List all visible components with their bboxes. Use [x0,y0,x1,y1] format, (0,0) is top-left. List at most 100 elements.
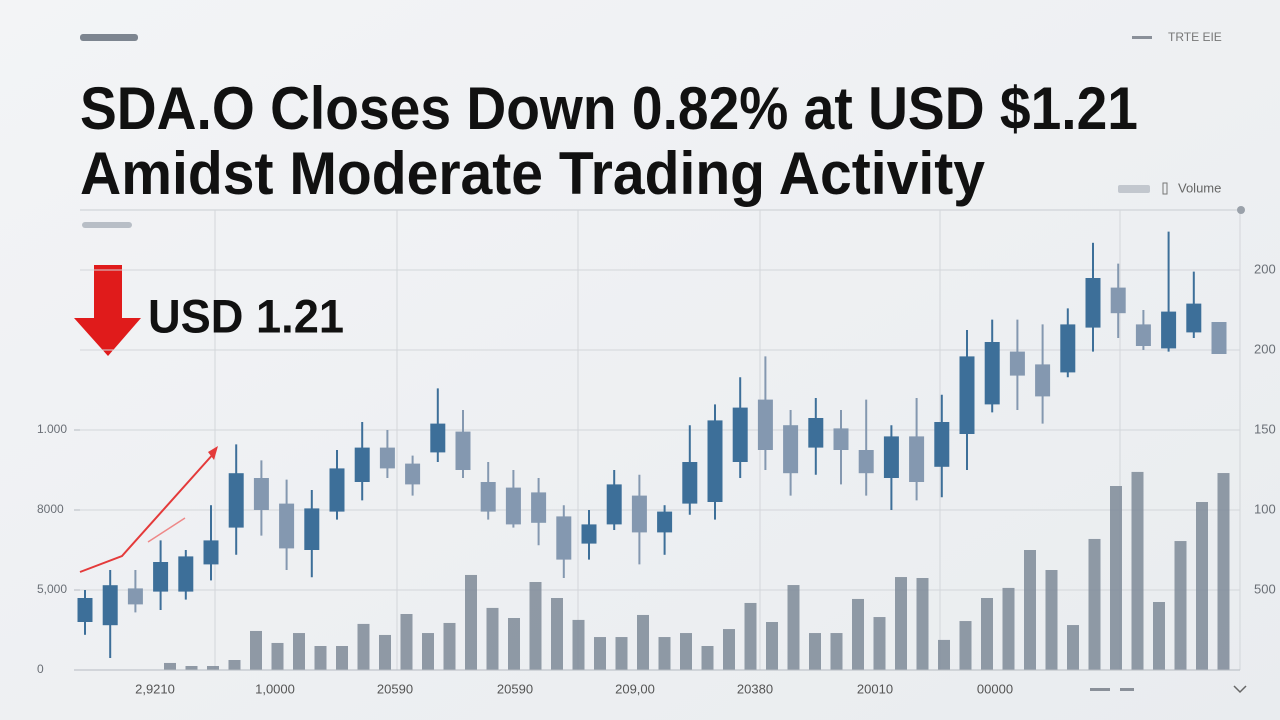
volume-bar [701,646,714,670]
candle-body [77,598,93,622]
volume-bar [959,621,972,670]
x-tick-label: 20590 [497,681,533,696]
volume-bar [1196,502,1208,670]
volume-bar [314,646,327,670]
candle-body [1009,351,1025,376]
y-tick-label: 200 [1254,341,1276,356]
volume-bar [1131,471,1144,670]
volume-bar [658,637,671,670]
trend-annotation [79,446,218,573]
volume-bar [422,633,434,670]
volume-bar [486,607,499,670]
footer-mark [1090,688,1110,691]
volume-bar [1002,587,1015,670]
volume-bar [293,633,305,670]
candle-body [1161,311,1177,349]
volume-bar [336,646,348,670]
y-tick-label: 500 [1254,581,1276,596]
candle-body [682,462,698,504]
y-tick-label: 150 [1254,421,1276,436]
plot: 200 200 150 100 500 1.000 8000 5,000 0 2,9210 1,00… [37,231,1276,696]
candle-body [959,356,975,434]
x-tick-label: 20380 [737,681,773,696]
candle-body [581,524,597,544]
volume-bar [766,622,778,670]
volume-bar [895,577,907,670]
volume-bar [1045,570,1058,670]
headline: SDA.O Closes Down 0.82% at USD $1.21 [80,75,1138,142]
candle-body [279,503,295,549]
volume-bar [809,633,821,670]
volume-bar [551,598,563,670]
volume-bar [916,578,929,670]
volume-bar [207,666,219,670]
candle-body [858,450,874,474]
x-tick-label: 20010 [857,681,893,696]
volume-bar [981,598,993,670]
volume-bar [250,630,262,670]
candle-body [203,540,219,565]
volume-bar [271,642,284,670]
trend-line [147,517,186,543]
volume-bar [744,602,757,670]
volume-bar [830,633,843,670]
volume-bar [1153,602,1165,670]
y2-tick-label: 5,000 [37,582,67,596]
candle-body [1110,287,1126,314]
legend-label: Volume [1178,180,1221,195]
volume-bar [637,614,649,670]
candle-body [909,436,925,482]
volume-bar [615,637,628,670]
trend-line [79,451,216,573]
volume-bar [1024,550,1036,670]
candle-body [1060,324,1076,373]
volume-bar [185,666,198,670]
volume-bar [443,622,456,670]
candle-body [354,447,370,482]
x-tick-label: 2,9210 [135,681,175,696]
candle-body [783,425,799,474]
volume-bar [228,660,241,670]
volume-bar [379,634,391,670]
candle-body [178,556,194,592]
volume-bar [1088,538,1101,670]
volume-bar [723,629,735,670]
volume-bar [400,614,413,670]
volume-bar [680,633,692,670]
candle-body [1135,324,1151,346]
arrow-head [74,318,141,356]
candle-body [405,463,421,485]
candle-body [102,585,118,626]
legend-swatch [1118,185,1150,193]
volume-bar [938,639,950,670]
candle-body [808,418,824,448]
candle-body [455,431,471,470]
candle-body [304,508,320,550]
volume-bar [1217,473,1230,670]
candle-body [228,473,244,528]
volume-bar [1174,541,1187,670]
candle-body [657,511,673,533]
volume-bar [572,619,585,670]
y2-tick-label: 0 [37,662,44,676]
y-tick-label: 200 [1254,261,1276,276]
volume-bar [465,574,477,670]
candle-body [153,562,169,592]
volume-bar [508,618,520,670]
y-tick-label: 100 [1254,501,1276,516]
y2-tick-label: 1.000 [37,422,67,436]
footer-mark [1120,688,1134,691]
footer-chevron [1233,685,1247,694]
placeholder-bar [82,222,132,228]
top-bar [80,34,138,41]
candle-body [379,447,395,469]
top-dash [1132,36,1152,39]
candle-body [531,492,547,523]
candle-body [606,484,622,525]
volume-bar [1110,486,1122,670]
candle-body [329,468,345,512]
axis-dot [1237,206,1245,214]
volume-bar [594,637,606,670]
